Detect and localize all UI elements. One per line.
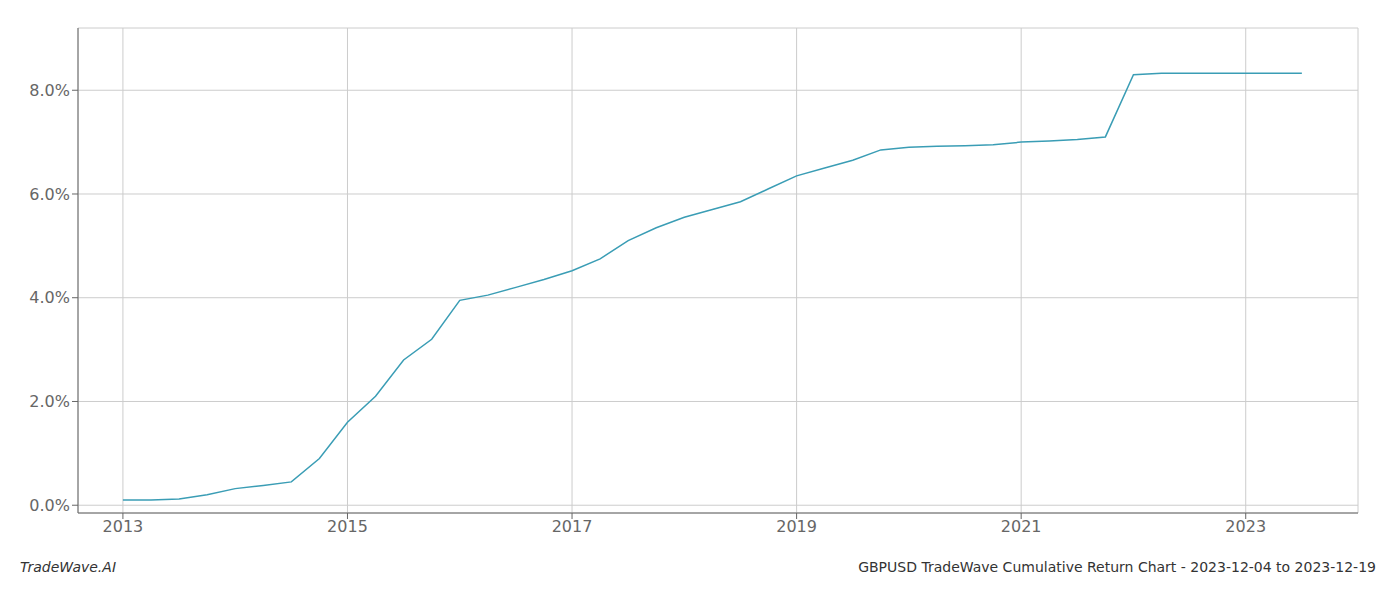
svg-text:6.0%: 6.0% [29, 185, 70, 204]
html-text:TradeWave.AI: TradeWave.AI [20, 559, 116, 575]
svg-text:2017: 2017 [552, 517, 593, 536]
svg-text:0.0%: 0.0% [29, 496, 70, 515]
svg-text:2013: 2013 [103, 517, 144, 536]
svg-text:2015: 2015 [327, 517, 368, 536]
svg-text:2019: 2019 [776, 517, 817, 536]
svg-text:4.0%: 4.0% [29, 288, 70, 307]
svg-text:2021: 2021 [1001, 517, 1042, 536]
svg-text:2.0%: 2.0% [29, 392, 70, 411]
svg-text:2023: 2023 [1225, 517, 1266, 536]
svg-text:8.0%: 8.0% [29, 81, 70, 100]
html-text:GBPUSD TradeWave Cumulative Re: GBPUSD TradeWave Cumulative Return Chart… [858, 559, 1376, 575]
